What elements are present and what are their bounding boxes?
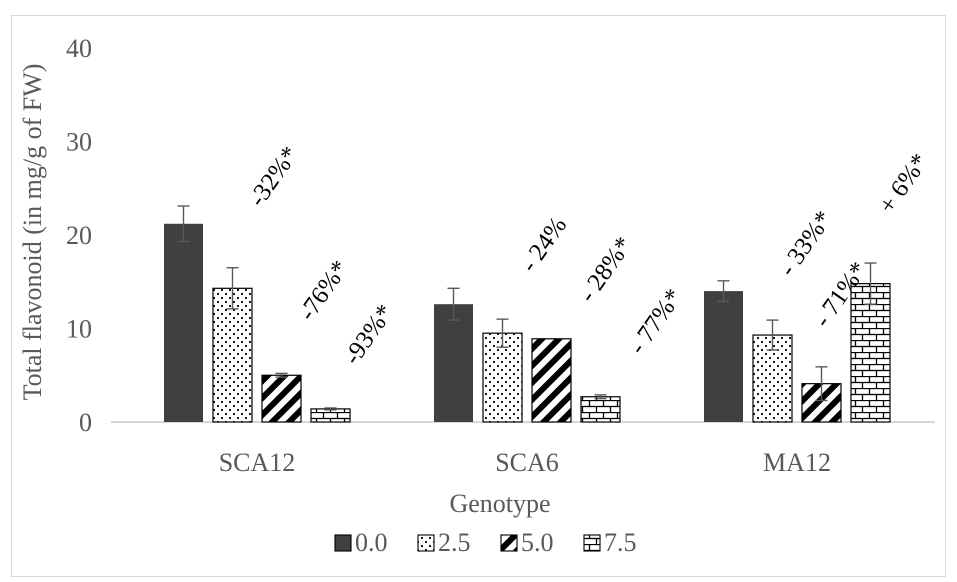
error-bar	[177, 205, 190, 243]
error-bar	[594, 394, 607, 400]
bar	[850, 283, 891, 423]
legend-swatch	[417, 534, 435, 552]
bar	[704, 291, 743, 422]
error-bar	[447, 287, 460, 321]
legend-label: 2.5	[438, 528, 471, 557]
bar	[310, 408, 351, 423]
percent-change-label: -76%*	[294, 256, 354, 326]
percent-change-label: -93%*	[339, 300, 399, 370]
percent-change-label: - 33%*	[774, 206, 838, 281]
x-category-label: MA12	[763, 448, 831, 477]
percent-change-label: - 24%	[515, 212, 572, 277]
bar	[580, 396, 621, 423]
legend-swatch	[334, 534, 352, 552]
x-category-label: SCA6	[495, 448, 559, 477]
error-bar	[275, 372, 288, 378]
x-axis-title: Genotype	[449, 489, 550, 518]
y-tick-label: 30	[66, 128, 92, 157]
legend-swatch	[583, 534, 601, 552]
percent-change-label: + 6%*	[874, 149, 934, 219]
error-bar	[226, 267, 239, 310]
flavonoid-bar-chart: 0 10 20 30 40 SCA12 SCA6 MA12 -32%* -76%*-93%* - …	[18, 34, 935, 557]
bar	[261, 374, 302, 423]
bar	[482, 332, 523, 423]
bar	[434, 304, 473, 422]
y-tick-label: 0	[79, 408, 92, 437]
legend-swatch	[500, 534, 518, 552]
bar	[531, 338, 572, 423]
percent-change-label: -32%*	[244, 142, 304, 212]
error-bar	[324, 407, 337, 411]
bar	[801, 383, 842, 423]
bar	[164, 223, 203, 422]
legend-item: 7.5	[583, 528, 637, 557]
legend-item: 2.5	[417, 528, 471, 557]
legend-label: 7.5	[604, 528, 637, 557]
y-tick-label: 10	[66, 315, 92, 344]
error-bar	[815, 366, 828, 402]
y-tick-label: 20	[66, 221, 92, 250]
percent-change-label: - 28%*	[574, 232, 638, 307]
error-bar	[766, 319, 779, 351]
bar	[212, 287, 253, 423]
legend-item: 5.0	[500, 528, 554, 557]
x-category-label: SCA12	[219, 448, 296, 477]
legend-item: 0.0	[334, 528, 388, 557]
error-bar	[864, 262, 877, 305]
error-bar	[496, 318, 509, 348]
percent-change-label: - 77%*	[624, 284, 688, 359]
legend-label: 5.0	[521, 528, 554, 557]
error-bar	[717, 280, 730, 303]
chart-frame: 0 10 20 30 40 SCA12 SCA6 MA12 -32%* -76%* -93%* - …	[11, 15, 946, 577]
y-tick-label: 40	[66, 34, 92, 63]
legend-label: 0.0	[355, 528, 388, 557]
y-axis-title: Total flavonoid (in mg/g of FW)	[18, 64, 47, 401]
